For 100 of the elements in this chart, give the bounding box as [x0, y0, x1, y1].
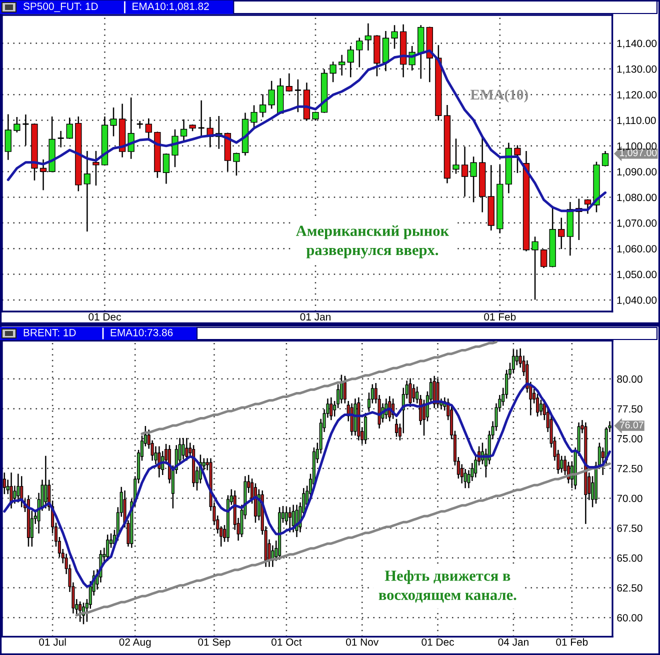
- x-tick-label: 02 Aug: [119, 638, 151, 648]
- candlestick: [338, 54, 346, 76]
- candlestick: [268, 80, 275, 109]
- chart-title: SP500_FUT: 1D: [23, 2, 98, 12]
- candlestick: [394, 418, 398, 437]
- candlestick: [602, 150, 609, 166]
- x-tick-label: 01 Feb: [556, 638, 588, 646]
- annotation: Американский рынок развернулся вверх.: [296, 225, 450, 258]
- candlestick: [470, 156, 477, 202]
- candlestick: [356, 38, 363, 68]
- line-series: [6, 49, 607, 212]
- candlestick: [347, 46, 354, 78]
- y-tick-label: 77.50: [617, 405, 642, 413]
- x-tick-label: 01 Feb: [484, 312, 516, 321]
- y-tick-label: 65.00: [617, 554, 642, 562]
- y-tick-label: 1,110.00: [617, 116, 656, 126]
- candlestick: [540, 249, 548, 268]
- y-tick-label: 1,090.00: [617, 168, 657, 177]
- candlestick: [288, 507, 292, 532]
- candlestick: [14, 117, 20, 132]
- candlestick: [364, 23, 372, 51]
- y-tick-label: 1,040.00: [617, 296, 657, 306]
- candlestick: [2, 472, 6, 494]
- candlestick: [4, 114, 12, 160]
- x-tick-label: 01 Sep: [198, 638, 230, 648]
- y-tick-label: 1,100.00: [617, 142, 657, 152]
- candlestick: [408, 378, 412, 407]
- candlestick: [22, 114, 30, 146]
- candlestick: [57, 130, 65, 148]
- candlestick: [412, 384, 416, 402]
- candlestick: [233, 152, 240, 176]
- y-tick-label: 70.00: [617, 494, 642, 502]
- candlestick: [180, 119, 188, 141]
- candlestick: [182, 438, 185, 460]
- candlestick: [532, 236, 538, 300]
- y-tick-label: 1,070.00: [617, 219, 657, 228]
- candlestick: [66, 118, 73, 139]
- y-tick-label: 1,060.00: [617, 245, 657, 254]
- candlestick: [172, 129, 178, 168]
- y-tick-label: 67.50: [617, 524, 642, 532]
- candlestick: [286, 73, 292, 92]
- candlestick: [452, 138, 460, 174]
- x-tick-label: 01 Nov: [346, 638, 379, 646]
- y-tick-label: 1,050.00: [617, 270, 657, 280]
- candlestick: [198, 100, 206, 138]
- candlestick: [330, 397, 333, 420]
- y-tick-label: 1,130.00: [617, 65, 657, 74]
- candlestick: [92, 150, 100, 186]
- y-tick-label: 1,140.00: [617, 40, 657, 48]
- candlestick: [343, 376, 346, 404]
- candlestick: [539, 400, 542, 416]
- annotation: Нефть движется в восходящем канале.: [378, 570, 516, 603]
- candlestick: [436, 378, 440, 408]
- y-tick-label: 60.00: [617, 614, 642, 622]
- x-tick-label: 01 Dec: [422, 638, 454, 646]
- candlestick: [162, 154, 170, 184]
- chart-subtitle: EMA10:73.86: [110, 328, 173, 336]
- candlestick: [20, 476, 24, 508]
- candlestick: [110, 108, 117, 136]
- candlestick: [350, 403, 354, 436]
- candlestick: [185, 438, 188, 461]
- y-tick-label: 1,120.00: [617, 91, 657, 100]
- candlestick: [136, 120, 144, 129]
- candlestick: [560, 456, 564, 473]
- series-label: EMA(10): [470, 89, 528, 103]
- x-tick-label: 04 Jan: [498, 638, 528, 646]
- candlestick: [294, 79, 302, 112]
- candlestick: [40, 159, 47, 190]
- line-series: [140, 340, 498, 436]
- candlestick: [391, 25, 398, 49]
- x-tick-label: 01 Oct: [272, 638, 302, 646]
- candlestick: [515, 350, 518, 366]
- candlestick: [330, 62, 336, 82]
- y-tick-label: 80.00: [617, 375, 642, 383]
- line-series: [75, 462, 611, 616]
- y-tick-label: 62.50: [617, 584, 642, 592]
- candlestick: [584, 199, 592, 214]
- candlestick: [250, 105, 258, 129]
- x-tick-label: 01 Dec: [88, 313, 121, 321]
- x-tick-label: 01 Jul: [39, 638, 66, 646]
- candlestick: [84, 150, 91, 232]
- candlestick: [78, 601, 82, 622]
- candlestick: [461, 146, 468, 197]
- candlestick: [44, 456, 48, 508]
- candlestick: [558, 218, 565, 249]
- y-tick-label: 1,080.00: [617, 194, 657, 202]
- y-tick-label: 72.50: [617, 464, 642, 472]
- candlestick: [364, 412, 368, 444]
- candlestick: [514, 145, 521, 173]
- candlestick: [106, 534, 110, 561]
- text: 1,097.00: [620, 149, 657, 158]
- candlestick: [16, 474, 20, 502]
- candlestick: [259, 94, 266, 118]
- candlestick: [145, 118, 152, 141]
- chart-title: BRENT: 1D: [24, 329, 76, 336]
- y-tick-label: 75.00: [617, 435, 642, 442]
- text: 76.07: [620, 422, 644, 428]
- x-tick-label: 01 Jan: [300, 313, 330, 321]
- candlestick: [292, 504, 295, 532]
- chart-subtitle: EMA10:1,081.82: [132, 2, 209, 12]
